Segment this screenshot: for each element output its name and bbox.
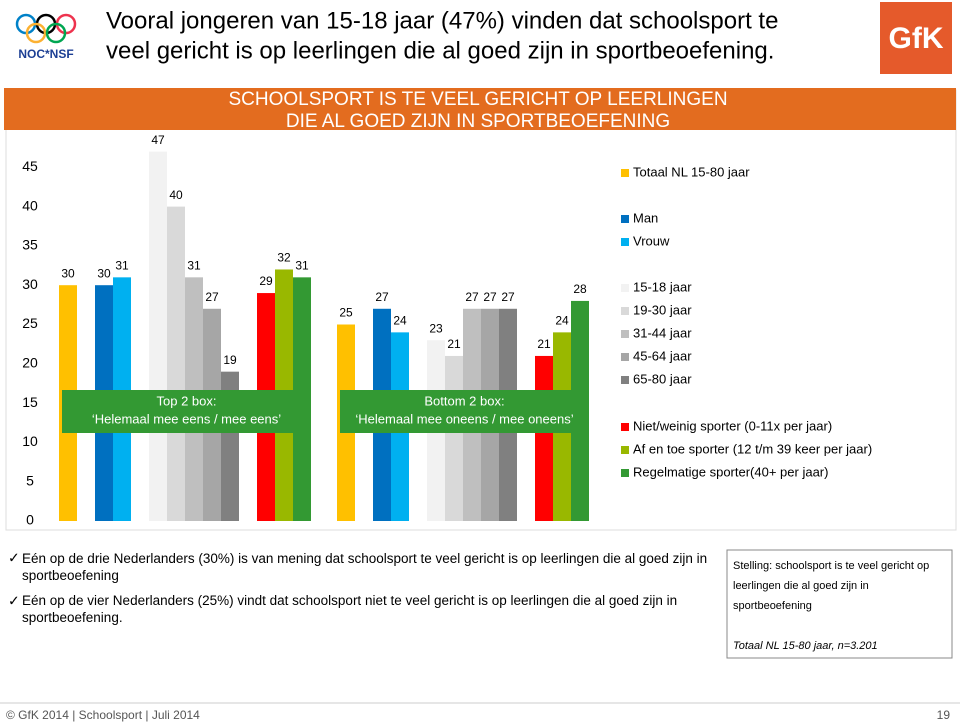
notes-box: Eén op de drie Nederlanders (30%) is van… xyxy=(22,551,708,625)
legend-label: 45-64 jaar xyxy=(633,348,692,363)
y-tick-label: 25 xyxy=(22,315,38,331)
bar xyxy=(445,355,463,521)
y-tick-label: 0 xyxy=(26,512,34,528)
legend-label: 19-30 jaar xyxy=(633,302,692,317)
note: Eén op de drie Nederlanders (30%) is van… xyxy=(22,551,708,583)
y-tick-label: 10 xyxy=(22,433,38,449)
legend-swatch xyxy=(621,446,629,454)
value-label: 24 xyxy=(393,314,407,328)
y-tick-label: 20 xyxy=(22,355,38,371)
legend-label: 65-80 jaar xyxy=(633,371,692,386)
chart: 0 5 10 15 20 25 30 35 40 45 30 25 30 27 31 24 47 23 40 21 31… xyxy=(22,133,872,528)
y-tick-label: 30 xyxy=(22,276,38,292)
value-label: 30 xyxy=(97,266,111,280)
chart-banner xyxy=(4,88,956,130)
legend-swatch xyxy=(621,284,629,292)
value-label: 29 xyxy=(259,274,273,288)
statement-box xyxy=(726,549,953,659)
logo-left: NOC*NSF xyxy=(15,13,77,61)
value-label: 27 xyxy=(501,290,515,304)
page-number: 19 xyxy=(937,708,951,722)
legend-swatch xyxy=(621,215,629,223)
check: ✓ xyxy=(8,550,20,566)
legend-label: Af en toe sporter (12 t/m 39 keer per ja… xyxy=(633,441,872,456)
value-label: 27 xyxy=(205,290,219,304)
notes: ✓ ✓ xyxy=(8,550,20,609)
value-label: 27 xyxy=(465,290,479,304)
y-tick-label: 45 xyxy=(22,158,38,174)
legend-label: Niet/weinig sporter (0-11x per jaar) xyxy=(633,418,832,433)
logo-text: NOC*NSF xyxy=(18,47,73,61)
legend-swatch xyxy=(621,169,629,177)
value-label: 32 xyxy=(277,251,291,265)
statement-text: Stelling: schoolsport is te veel gericht… xyxy=(733,560,930,612)
bar xyxy=(167,206,185,521)
legend-swatch xyxy=(621,330,629,338)
legend-label: Man xyxy=(633,210,658,225)
legend-label: 31-44 jaar xyxy=(633,325,692,340)
category-box xyxy=(340,390,589,433)
value-label: 28 xyxy=(573,282,587,296)
value-label: 31 xyxy=(187,259,201,273)
value-label: 31 xyxy=(295,259,309,273)
y-tick-label: 15 xyxy=(22,394,38,410)
value-label: 25 xyxy=(339,306,353,320)
note: Eén op de vier Nederlanders (25%) vindt … xyxy=(22,593,678,625)
value-label: 27 xyxy=(483,290,497,304)
value-label: 19 xyxy=(223,353,237,367)
statement-base: Totaal NL 15-80 jaar, n=3.201 xyxy=(733,640,878,652)
legend-swatch xyxy=(621,353,629,361)
logo-right-box xyxy=(880,2,952,74)
bar xyxy=(149,151,167,521)
chart-title: DIE AL GOED ZIJN IN SPORTBEOEFENING xyxy=(286,111,670,132)
value-label: 30 xyxy=(61,266,75,280)
category-box xyxy=(62,390,311,433)
legend-label: Totaal NL 15-80 jaar xyxy=(633,164,750,179)
y-tick-label: 5 xyxy=(26,472,34,488)
value-label: 24 xyxy=(555,314,569,328)
legend-swatch xyxy=(621,469,629,477)
legend-swatch xyxy=(621,307,629,315)
legend-label: 15-18 jaar xyxy=(633,279,692,294)
value-label: 31 xyxy=(115,259,129,273)
legend-label: Vrouw xyxy=(633,233,670,248)
page-title: veel gericht is op leerlingen die al goe… xyxy=(106,37,774,64)
value-label: 21 xyxy=(447,337,461,351)
category-label: Top 2 box: xyxy=(157,393,217,408)
value-label: 40 xyxy=(169,188,183,202)
legend-label: Regelmatige sporter(40+ per jaar) xyxy=(633,464,828,479)
chart-title: SCHOOLSPORT IS TE VEEL GERICHT OP LEERLI… xyxy=(228,89,727,110)
legend-swatch xyxy=(621,423,629,431)
page-title: Vooral jongeren van 15-18 jaar (47%) vin… xyxy=(106,7,778,34)
check: ✓ xyxy=(8,593,20,609)
y-tick-label: 40 xyxy=(22,197,38,213)
value-label: 27 xyxy=(375,290,389,304)
legend-swatch xyxy=(621,238,629,246)
category-detail: ‘Helemaal mee eens / mee eens’ xyxy=(92,411,281,426)
value-label: 47 xyxy=(151,133,165,147)
category-label: Bottom 2 box: xyxy=(424,393,504,408)
category-detail: ‘Helemaal mee oneens / mee oneens’ xyxy=(355,411,573,426)
footer-left: © GfK 2014 | Schoolsport | Juli 2014 xyxy=(6,708,200,722)
value-label: 23 xyxy=(429,321,443,335)
value-label: 21 xyxy=(537,337,551,351)
logo-text: GfK xyxy=(889,22,944,55)
y-tick-label: 35 xyxy=(22,237,38,253)
bar xyxy=(535,355,553,521)
legend-swatch xyxy=(621,376,629,384)
statement: Stelling: schoolsport is te veel gericht… xyxy=(733,560,930,652)
